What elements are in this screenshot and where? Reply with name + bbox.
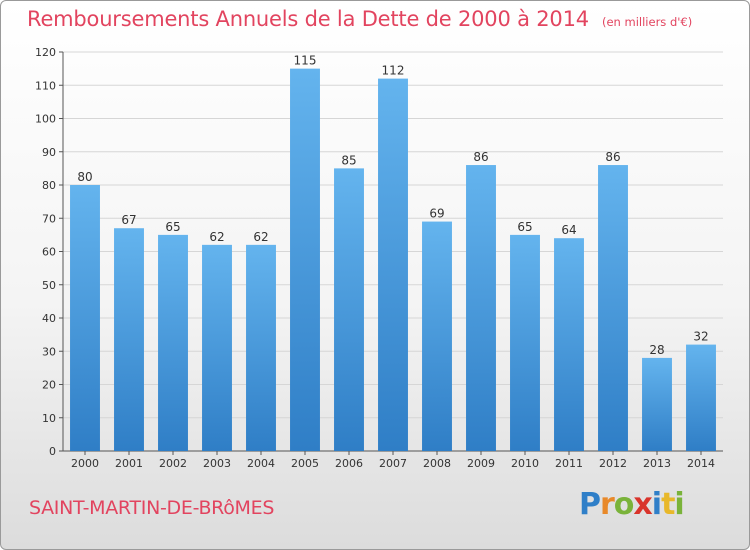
logo-letter: i	[674, 487, 684, 522]
x-tick-label: 2006	[335, 457, 363, 470]
x-tick-label: 2012	[599, 457, 627, 470]
bars	[70, 68, 716, 452]
data-label-2010: 65	[517, 220, 532, 234]
y-tick-label: 80	[42, 179, 56, 192]
x-tick-label: 2004	[247, 457, 275, 470]
logo-letter: i	[651, 487, 662, 522]
logo-letter: P	[579, 487, 601, 522]
data-label-2009: 86	[473, 150, 488, 164]
data-label-2003: 62	[209, 230, 224, 244]
y-tick-label: 0	[49, 445, 56, 458]
logo-letter: r	[600, 487, 615, 522]
data-label-2013: 28	[649, 343, 664, 357]
bar-2000	[70, 185, 100, 451]
data-label-2007: 112	[382, 64, 405, 78]
logo-letter: t	[661, 487, 675, 522]
y-tick-label: 30	[42, 345, 56, 358]
y-tick-label: 120	[35, 46, 56, 59]
x-tick-label: 2002	[159, 457, 187, 470]
x-tick-label: 2009	[467, 457, 495, 470]
x-tick-label: 2008	[423, 457, 451, 470]
bar-2013	[642, 357, 672, 451]
x-tick-label: 2011	[555, 457, 583, 470]
y-tick-label: 50	[42, 279, 56, 292]
data-label-2008: 69	[429, 207, 444, 221]
bar-2007	[378, 78, 408, 451]
y-tick-label: 40	[42, 312, 56, 325]
labels: 0 10 20 30 40 50 60 70 80 90 100 110 120 80 2000 67 2001…	[35, 46, 715, 470]
logo-letter: x	[633, 487, 652, 522]
data-label-2014: 32	[693, 330, 708, 344]
bar-2014	[686, 344, 716, 451]
commune-name: SAINT-MARTIN-DE-BRôMES	[29, 497, 275, 519]
bar-2011	[554, 238, 584, 451]
bar-2012	[598, 165, 628, 452]
data-label-2006: 85	[341, 153, 356, 167]
bar-2004	[246, 244, 276, 451]
logo-letter: o	[613, 487, 635, 522]
x-tick-label: 2000	[71, 457, 99, 470]
title-block: Remboursements Annuels de la Dette de 20…	[27, 7, 692, 31]
bar-2006	[334, 168, 364, 451]
chart-subtitle: (en milliers d'€)	[602, 15, 693, 29]
chart-title: Remboursements Annuels de la Dette de 20…	[27, 7, 589, 31]
x-tick-label: 2010	[511, 457, 539, 470]
data-label-2002: 65	[165, 220, 180, 234]
bar-2001	[114, 228, 144, 451]
bar-2008	[422, 221, 452, 451]
data-label-2012: 86	[605, 150, 620, 164]
x-tick-label: 2007	[379, 457, 407, 470]
x-tick-label: 2003	[203, 457, 231, 470]
y-tick-label: 60	[42, 246, 56, 259]
data-label-2005: 115	[294, 54, 317, 68]
data-label-2011: 64	[561, 223, 576, 237]
data-label-2004: 62	[253, 230, 268, 244]
bar-2010	[510, 234, 540, 451]
x-tick-label: 2014	[687, 457, 715, 470]
y-tick-label: 20	[42, 379, 56, 392]
x-tick-label: 2001	[115, 457, 143, 470]
bar-2003	[202, 244, 232, 451]
bar-2005	[290, 68, 320, 451]
x-tick-label: 2005	[291, 457, 319, 470]
y-tick-label: 110	[35, 79, 56, 92]
bar-2002	[158, 234, 188, 451]
data-label-2001: 67	[121, 213, 136, 227]
y-tick-label: 90	[42, 146, 56, 159]
proxiti-logo: Proxiti	[579, 487, 685, 522]
data-label-2000: 80	[77, 170, 92, 184]
y-tick-label: 10	[42, 412, 56, 425]
y-tick-label: 70	[42, 212, 56, 225]
y-tick-label: 100	[35, 113, 56, 126]
bar-2009	[466, 165, 496, 452]
x-tick-label: 2013	[643, 457, 671, 470]
